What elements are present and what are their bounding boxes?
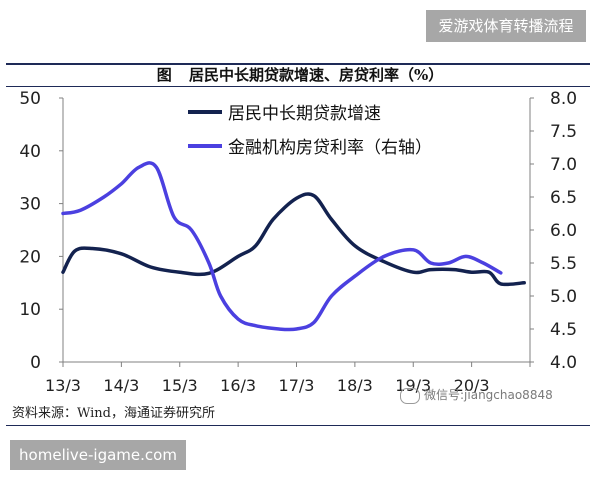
x-tick-label: 13/3 xyxy=(45,376,81,395)
watermark-top-badge: 爱游戏体育转播流程 xyxy=(426,10,586,42)
x-tick-label: 18/3 xyxy=(337,376,373,395)
x-tick-label: 17/3 xyxy=(279,376,315,395)
chart-title-prefix: 图 xyxy=(156,66,172,84)
source-bottom-rule xyxy=(6,425,590,426)
y-left-tick-label: 40 xyxy=(19,142,41,162)
line-chart: 50 40 30 20 10 0 8.0 7.5 7.0 6.5 6.0 5.5 5.0 4.5 4.0 13… xyxy=(19,89,577,395)
legend-label-2: 金融机构房贷利率（右轴） xyxy=(228,138,432,158)
watermark-bottom-badge: homelive-igame.com xyxy=(10,440,186,470)
wechat-id-text: 微信号:jiangchao8848 xyxy=(424,388,553,402)
y-left-tick-label: 30 xyxy=(19,195,41,215)
series-line-1 xyxy=(61,192,526,287)
x-tick-label: 15/3 xyxy=(162,376,198,395)
y-right-tick-label: 8.0 xyxy=(550,89,577,109)
x-tick-label: 14/3 xyxy=(103,376,139,395)
wechat-watermark: 微信号:jiangchao8848 xyxy=(400,386,553,404)
title-top-rule xyxy=(6,63,590,65)
y-left-tick-label: 50 xyxy=(19,89,41,109)
y-right-tick-label: 6.0 xyxy=(550,221,577,241)
y-right-tick-label: 7.0 xyxy=(550,155,577,175)
chart-title-text: 居民中长期贷款增速、房贷利率（%） xyxy=(188,66,444,84)
y-right-tick-label: 5.0 xyxy=(550,287,577,307)
x-tick-label: 20/3 xyxy=(454,376,490,395)
series-line-2 xyxy=(61,161,503,332)
y-right-tick-label: 4.0 xyxy=(550,353,577,373)
y-left-tick-label: 0 xyxy=(30,353,41,373)
chart-title: 图 居民中长期贷款增速、房贷利率（%） xyxy=(0,64,600,85)
y-right-tick-label: 7.5 xyxy=(550,122,577,142)
y-right-tick-label: 4.5 xyxy=(550,320,577,340)
title-bottom-rule xyxy=(6,86,590,87)
x-tick-label: 16/3 xyxy=(220,376,256,395)
legend-label-1: 居民中长期贷款增速 xyxy=(228,104,381,124)
source-note: 资料来源：Wind，海通证券研究所 xyxy=(12,406,215,421)
y-left-tick-label: 20 xyxy=(19,247,41,267)
y-right-tick-label: 5.5 xyxy=(550,254,577,274)
wechat-icon xyxy=(400,387,420,404)
y-left-tick-label: 10 xyxy=(19,300,41,320)
y-right-tick-label: 6.5 xyxy=(550,188,577,208)
